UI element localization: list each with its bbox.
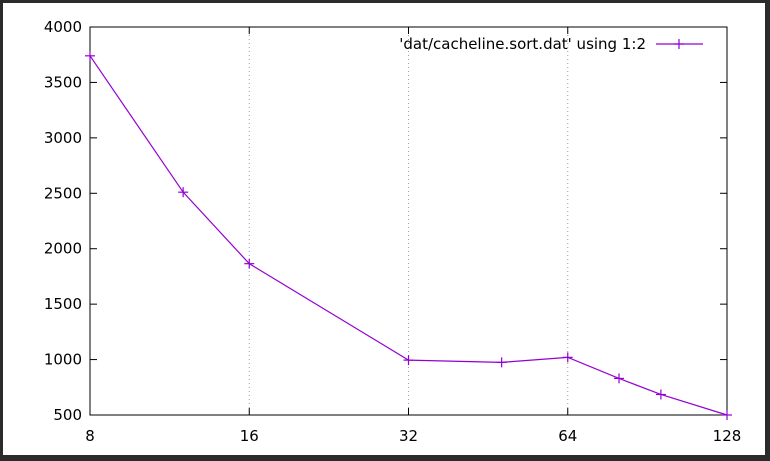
data-point <box>722 410 732 420</box>
y-tick-label: 3000 <box>44 129 82 147</box>
x-tick-label: 128 <box>713 427 742 445</box>
x-tick-label: 8 <box>85 427 95 445</box>
grid-layer <box>248 27 569 415</box>
data-point <box>178 187 189 198</box>
data-point <box>244 258 255 269</box>
data-point <box>562 352 573 363</box>
line-chart: 8 16 32 64 128 500 1000 1500 2000 2500 3000 3500 400… <box>44 18 742 445</box>
data-point <box>496 357 507 368</box>
y-tick-label: 500 <box>53 406 82 424</box>
legend-label: 'dat/cacheline.sort.dat' using 1:2 <box>399 35 646 53</box>
legend: 'dat/cacheline.sort.dat' using 1:2 <box>399 35 703 53</box>
y-tick-label: 1500 <box>44 295 82 313</box>
x-tick-label: 64 <box>558 427 577 445</box>
legend-marker <box>674 39 684 49</box>
series-layer <box>85 50 732 420</box>
x-tick-label: 32 <box>399 427 418 445</box>
y-tick-label: 1000 <box>44 351 82 369</box>
y-tick-label: 3500 <box>44 73 82 91</box>
data-point <box>85 50 95 61</box>
y-tick-label: 4000 <box>44 18 82 36</box>
data-point <box>403 355 414 366</box>
y-tick-label: 2500 <box>44 184 82 202</box>
y-tick-label: 2000 <box>44 240 82 258</box>
x-tick-label: 16 <box>240 427 259 445</box>
ticks-layer: 8 16 32 64 128 500 1000 1500 2000 2500 3000 3500 400… <box>44 18 742 445</box>
chart-frame: 8 16 32 64 128 500 1000 1500 2000 2500 3000 3500 400… <box>3 3 765 455</box>
data-point <box>614 373 625 384</box>
data-point <box>655 389 666 400</box>
